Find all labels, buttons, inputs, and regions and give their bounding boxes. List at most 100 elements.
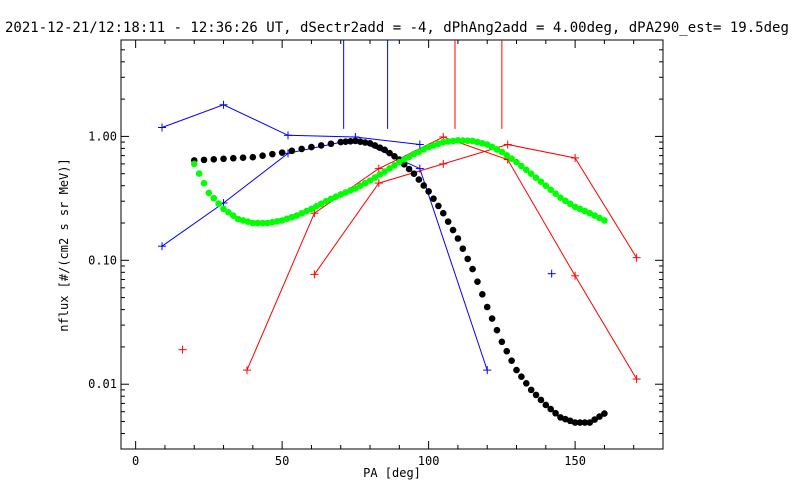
black-dot-point [547, 405, 554, 413]
black-dot-point [435, 202, 442, 210]
green-dot-point [410, 150, 418, 158]
blue-plus-point [547, 269, 556, 278]
green-dot-point [503, 152, 511, 159]
black-dot-point [239, 154, 247, 162]
green-dot-point [190, 160, 198, 168]
black-dot-point [498, 338, 506, 346]
black-dot-point [552, 409, 559, 417]
green-dot-point [557, 194, 564, 202]
black-dot-point [444, 218, 452, 225]
black-dot-point [493, 326, 501, 334]
black-dot-point [249, 153, 257, 161]
data-series [158, 100, 641, 426]
green-dot-point [230, 212, 237, 220]
green-dot-point [225, 209, 232, 216]
green-dot-point [254, 219, 262, 227]
black-dot-point [308, 143, 315, 151]
y-axis-label: nflux [#/(cm2 s sr MeV)] [57, 158, 71, 331]
black-dot-point [483, 303, 491, 311]
green-dot-point [200, 179, 208, 187]
green-dot-point [317, 200, 325, 208]
blue-series [547, 269, 556, 278]
black-dot-point [278, 149, 286, 156]
green-dot-point [464, 137, 471, 145]
black-dot-point [405, 165, 413, 173]
green-dot-point [352, 185, 359, 192]
black-dot-point [288, 147, 296, 155]
green-dot-point [371, 174, 379, 181]
green-dot-point [601, 217, 608, 224]
black-dot-point [591, 416, 598, 423]
black-dot-point [298, 145, 305, 153]
green-dot-point [483, 141, 491, 148]
green-dot-point [420, 146, 428, 153]
green-dot-point [444, 138, 452, 145]
black-dot-point [259, 152, 266, 159]
black-dot-point [439, 209, 447, 217]
black-dot-point [527, 386, 535, 394]
red-series-line [313, 143, 638, 275]
green-dot-point [537, 178, 545, 186]
black-series [190, 137, 608, 426]
black-dot-point [596, 413, 603, 420]
green-dot-point [356, 182, 364, 190]
blue-series [158, 100, 424, 149]
green-dot-point [454, 137, 462, 144]
green-dot-point [396, 158, 403, 166]
green-dot-point [522, 166, 530, 174]
black-dot-point [459, 245, 467, 252]
black-dot-point [449, 226, 457, 234]
green-dot-point [493, 146, 501, 153]
x-tick-label: 150 [564, 454, 586, 468]
black-dot-point [347, 137, 354, 145]
green-dot-point [508, 155, 515, 163]
green-series [190, 137, 608, 227]
red-series [242, 132, 641, 384]
black-dot-point [586, 419, 594, 426]
green-dot-point [591, 212, 598, 219]
black-dot-point [503, 347, 511, 355]
green-dot-point [552, 190, 559, 198]
green-dot-point [249, 219, 257, 227]
plot-frame [120, 39, 664, 450]
black-dot-point [474, 278, 481, 286]
black-dot-point [454, 235, 462, 242]
red-plus-point [439, 159, 448, 168]
green-dot-point [195, 170, 203, 177]
black-dot-point [522, 379, 530, 387]
green-dot-point [205, 189, 213, 197]
black-dot-point [352, 137, 359, 145]
green-dot-point [518, 162, 525, 170]
blue-plus-point [283, 131, 292, 140]
green-dot-point [439, 138, 447, 146]
vertical-markers [343, 40, 503, 129]
black-dot-point [317, 142, 325, 149]
blue-plus-point [483, 366, 492, 375]
chart-title: 2021-12-21/12:18:11 - 12:36:26 UT, dSect… [5, 20, 789, 36]
black-dot-point [542, 401, 550, 409]
green-dot-point [488, 143, 496, 151]
red-plus-point [242, 366, 251, 375]
blue-plus-point [158, 123, 167, 132]
blue-series [158, 135, 492, 375]
green-dot-point [459, 137, 467, 144]
black-dot-point [425, 188, 432, 195]
green-dot-point [259, 219, 266, 227]
green-dot-point [542, 182, 550, 190]
green-dot-point [391, 161, 398, 169]
black-dot-point [537, 396, 545, 404]
black-dot-point [337, 138, 345, 146]
black-dot-point [464, 255, 471, 263]
green-dot-point [361, 179, 369, 187]
black-dot-point [430, 195, 437, 202]
green-dot-point [415, 148, 423, 156]
red-plus-point [310, 209, 319, 218]
y-tick-label: 1.00 [88, 129, 117, 143]
black-dot-point [269, 150, 276, 158]
green-dot-point [596, 214, 603, 222]
black-dot-point [513, 366, 520, 374]
green-dot-point [376, 171, 384, 178]
black-dot-point [391, 153, 398, 160]
black-dot-point [220, 155, 227, 163]
red-plus-point [178, 345, 187, 354]
